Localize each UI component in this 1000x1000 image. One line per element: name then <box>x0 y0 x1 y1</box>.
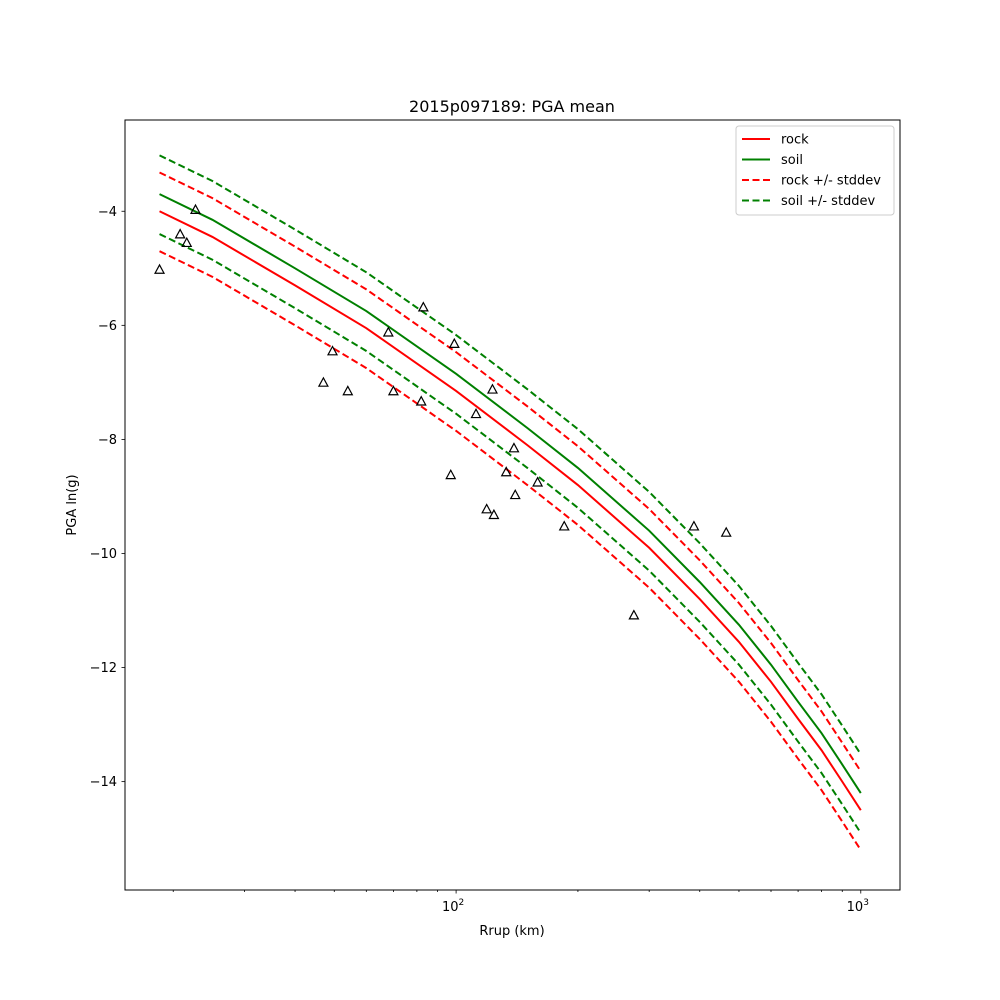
observation-point <box>174 228 186 239</box>
observation-layer <box>154 203 732 620</box>
x-axis-ticks: 102 103 <box>172 890 869 915</box>
observation-point <box>720 526 732 537</box>
x-axis-label: Rrup (km) <box>479 924 544 939</box>
series-line-2 <box>159 171 862 772</box>
series-layer <box>159 154 862 851</box>
chart-title: 2015p097189: PGA mean <box>409 97 615 116</box>
x-tick-base: 10 <box>442 900 459 915</box>
x-tick-label: 102 <box>442 898 464 915</box>
y-tick-label: −14 <box>90 775 117 790</box>
observation-point <box>189 203 201 214</box>
observation-point <box>387 385 399 396</box>
y-tick-label: −12 <box>90 661 117 676</box>
observation-point <box>448 337 460 349</box>
observation-point <box>445 469 457 480</box>
observation-point <box>500 466 512 477</box>
series-line-5 <box>159 233 862 834</box>
x-tick-label: 103 <box>847 898 869 915</box>
legend-label: soil +/- stddev <box>781 194 876 209</box>
observation-point <box>382 326 394 337</box>
observation-point <box>508 442 520 453</box>
observation-point <box>154 263 166 274</box>
observation-point <box>558 520 570 531</box>
observation-point <box>470 407 482 419</box>
observation-point <box>327 345 339 356</box>
legend-label: rock +/- stddev <box>781 174 881 189</box>
series-line-3 <box>159 250 862 851</box>
observation-point <box>342 385 354 396</box>
observation-point <box>181 236 193 248</box>
legend: rock soil rock +/- stddev soil +/- stddev <box>735 125 895 216</box>
plot-frame <box>124 119 901 891</box>
y-axis-ticks: −4 −6 −8 −10 −12 −14 <box>90 205 125 790</box>
observation-point <box>688 520 700 531</box>
observation-point <box>486 383 498 394</box>
observation-point <box>532 476 544 487</box>
y-tick-label: −8 <box>98 433 117 448</box>
x-tick-exponent: 2 <box>459 898 465 908</box>
observation-point <box>417 301 429 312</box>
legend-label: soil <box>781 153 803 168</box>
y-tick-label: −4 <box>98 205 117 220</box>
observation-point <box>415 395 427 406</box>
observation-point <box>628 609 640 620</box>
legend-box <box>735 125 895 216</box>
y-tick-label: −6 <box>98 319 117 334</box>
observation-point <box>481 503 493 514</box>
series-line-1 <box>159 193 862 794</box>
x-tick-base: 10 <box>847 900 864 915</box>
observation-point <box>509 488 521 500</box>
observation-point <box>317 376 329 387</box>
series-line-0 <box>159 210 862 811</box>
x-tick-exponent: 3 <box>863 898 869 908</box>
observation-point <box>488 508 500 520</box>
y-axis-label: PGA ln(g) <box>65 474 80 535</box>
y-tick-label: −10 <box>90 547 117 562</box>
series-line-4 <box>159 154 862 755</box>
legend-label: rock <box>781 133 809 148</box>
